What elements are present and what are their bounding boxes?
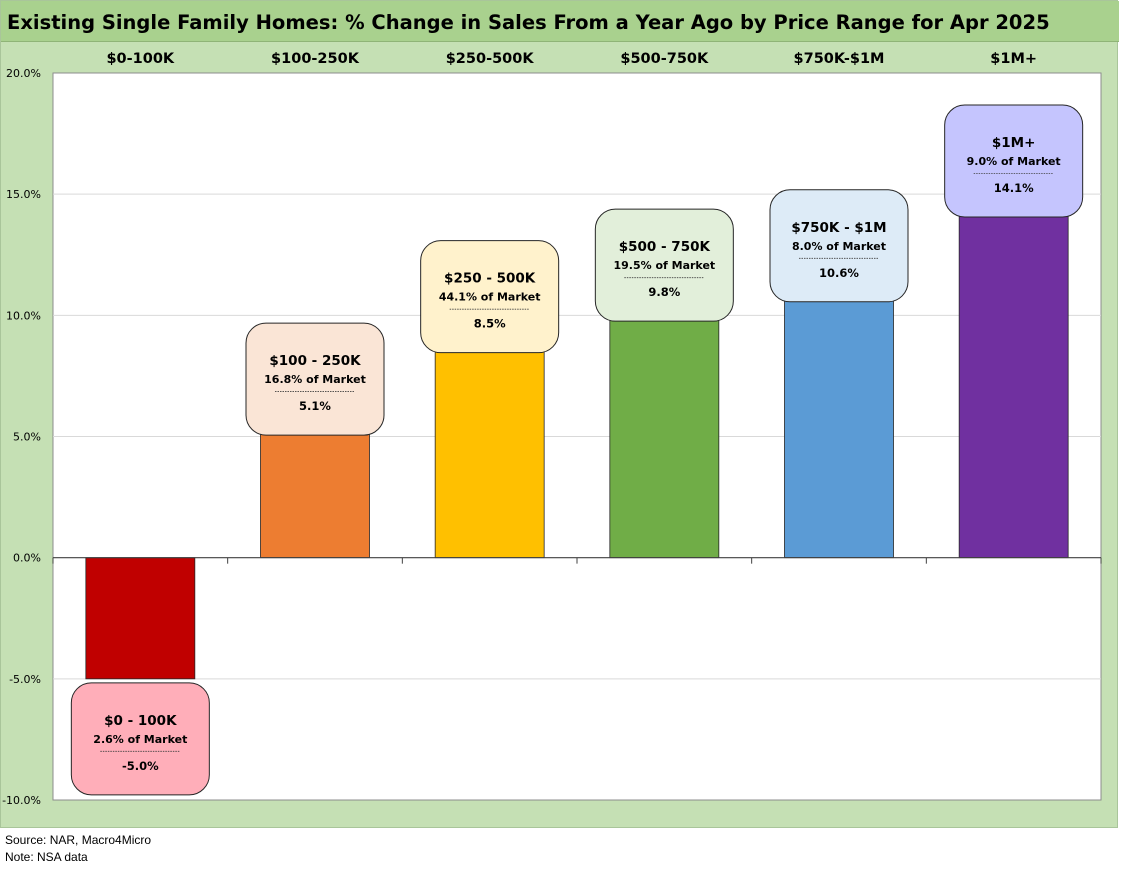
callout-value: -5.0% (122, 759, 159, 773)
callout-title: $250 - 500K (444, 271, 536, 287)
callout-box (944, 104, 1084, 218)
y-tick-label: 20.0% (6, 67, 41, 80)
bar-4 (609, 319, 720, 559)
callout-value: 10.6% (819, 266, 859, 280)
bar-6 (958, 215, 1069, 559)
category-label: $100-250K (271, 51, 360, 67)
y-tick-label: -5.0% (9, 673, 41, 686)
chart-frame: Existing Single Family Homes: % Change i… (0, 0, 1119, 828)
bar-1 (85, 557, 196, 680)
y-tick-label: 0.0% (13, 552, 41, 565)
callout-value: 5.1% (299, 399, 331, 413)
callout-box (769, 189, 909, 303)
callout-title: $0 - 100K (104, 713, 177, 729)
source-note: Source: NAR, Macro4Micro (5, 833, 152, 847)
callout-value: 9.8% (648, 285, 680, 299)
category-label: $500-750K (620, 51, 709, 67)
bar-2 (260, 433, 370, 559)
callout-box (420, 240, 560, 354)
bar-3 (434, 351, 545, 559)
bar-chart: -10.0% -5.0% 0.0% 5.0% 10.0% 15.0% 20.0% $0-100… (2, 51, 1102, 807)
bar-5 (784, 300, 894, 559)
callout-market-share: 9.0% of Market (967, 155, 1061, 168)
y-tick-label: -10.0% (2, 794, 41, 807)
category-label: $1M+ (990, 51, 1037, 67)
category-label: $750K-$1M (794, 51, 885, 67)
callout-market-share: 19.5% of Market (613, 259, 715, 272)
title-bar: Existing Single Family Homes: % Change i… (1, 1, 1119, 42)
callout-box (70, 682, 210, 796)
data-note: Note: NSA data (5, 850, 88, 864)
callout-box (594, 208, 734, 322)
callout-market-share: 8.0% of Market (792, 240, 886, 253)
callout-title: $100 - 250K (269, 353, 361, 369)
y-tick-label: 10.0% (6, 309, 41, 322)
chart-title: Existing Single Family Homes: % Change i… (7, 11, 1050, 34)
category-label: $0-100K (106, 51, 174, 67)
y-tick-label: 5.0% (13, 431, 41, 444)
callout-title: $500 - 750K (619, 239, 711, 255)
callout-value: 14.1% (994, 181, 1034, 195)
callout-market-share: 44.1% of Market (439, 291, 541, 304)
callout-title: $1M+ (992, 135, 1036, 151)
callout-title: $750K - $1M (791, 220, 886, 236)
callout-market-share: 16.8% of Market (264, 373, 366, 386)
callout-value: 8.5% (474, 317, 506, 331)
callout-box (245, 322, 385, 436)
category-label: $250-500K (446, 51, 535, 67)
callout-market-share: 2.6% of Market (93, 733, 187, 746)
y-tick-label: 15.0% (6, 188, 41, 201)
